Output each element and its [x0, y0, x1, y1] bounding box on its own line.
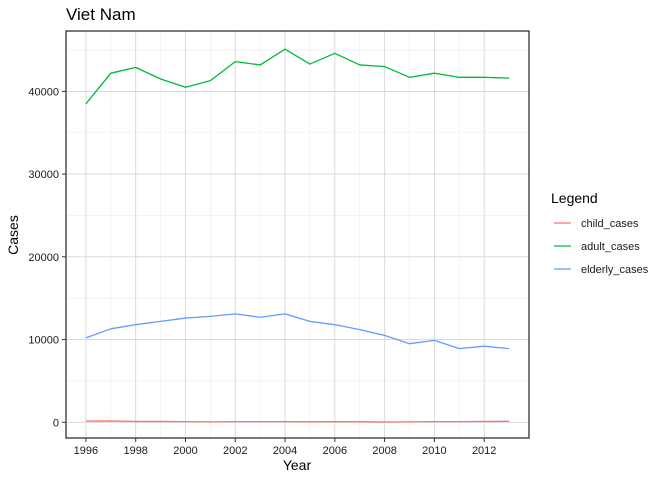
- legend-label-elderly-cases: elderly_cases: [581, 264, 649, 276]
- x-tick-label: 2000: [173, 445, 197, 457]
- legend-title: Legend: [551, 190, 598, 206]
- series-line-adult-cases: [85, 48, 510, 105]
- chart-title: Viet Nam: [66, 5, 136, 24]
- y-tick-label: 40000: [28, 86, 59, 98]
- y-axis-title: Cases: [5, 215, 21, 255]
- series-line-elderly-cases: [85, 313, 510, 350]
- x-tick-label: 2012: [472, 445, 496, 457]
- x-tick-label: 1996: [74, 445, 98, 457]
- x-tick-label: 2004: [273, 445, 297, 457]
- x-tick-label: 2008: [372, 445, 396, 457]
- x-tick-label: 2010: [422, 445, 446, 457]
- legend-label-child-cases: child_cases: [581, 218, 639, 230]
- y-tick-label: 20000: [28, 252, 59, 264]
- legend: Legend child_cases adult_cases elderly_cas…: [551, 190, 649, 276]
- series-line-child-cases: [85, 420, 510, 423]
- x-tick-label: 1998: [123, 445, 147, 457]
- x-axis-title: Year: [283, 457, 312, 473]
- y-tick-label: 30000: [28, 169, 59, 181]
- y-tick-label: 10000: [28, 335, 59, 347]
- x-tick-label: 2006: [323, 445, 347, 457]
- y-tick-label: 0: [53, 417, 59, 429]
- x-axis: 1996 1998 2000 2002 2004 2006 2008 2010 2012: [74, 438, 496, 457]
- x-tick-label: 2002: [223, 445, 247, 457]
- legend-label-adult-cases: adult_cases: [581, 241, 640, 253]
- plot-panel: [65, 30, 530, 439]
- y-axis: 0 10000 20000 30000 40000: [28, 86, 66, 429]
